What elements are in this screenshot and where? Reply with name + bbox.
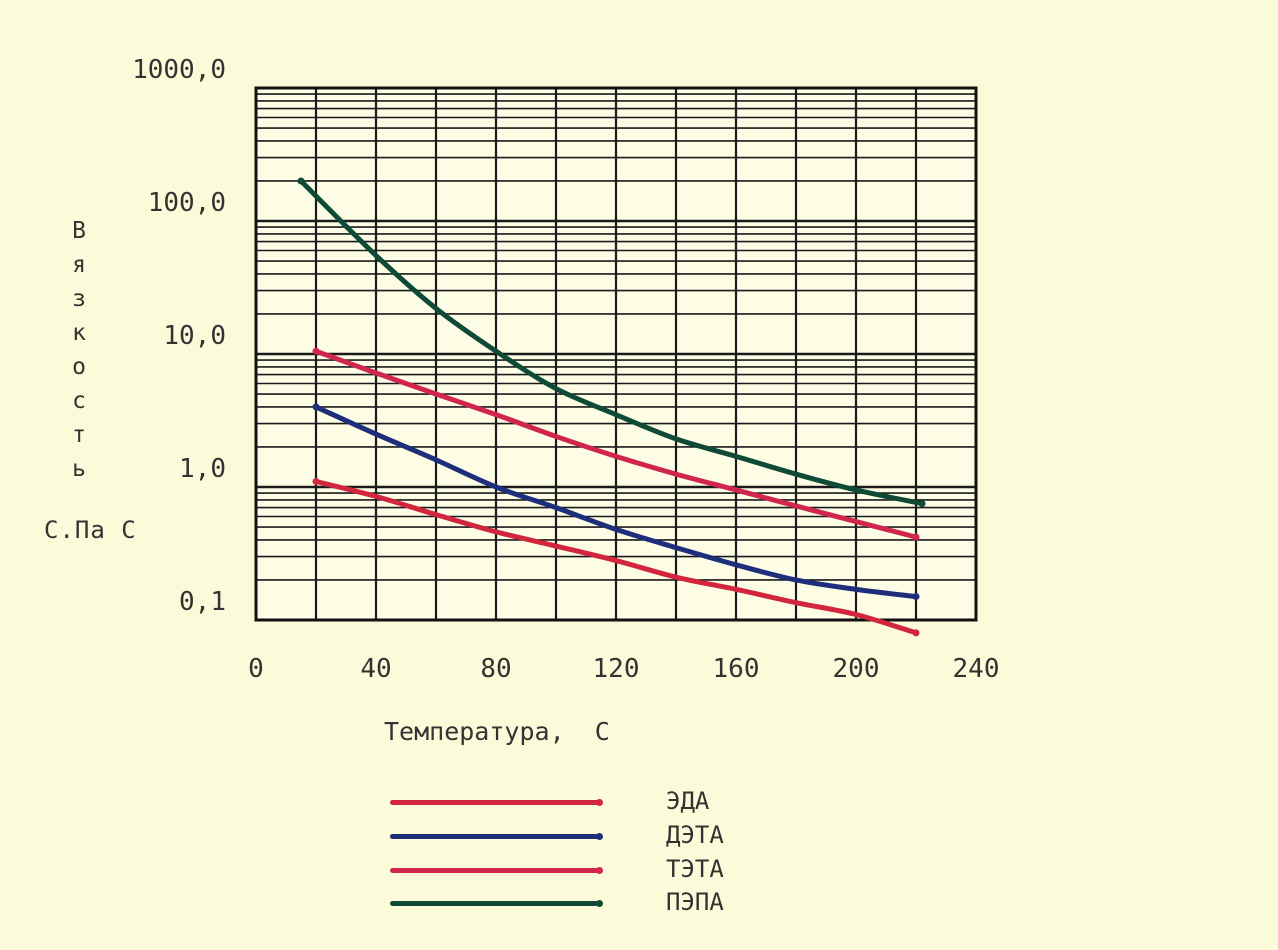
- x-tick-label: 0: [248, 654, 264, 684]
- y-label-letter: я: [72, 252, 86, 278]
- x-tick-label: 120: [593, 654, 640, 684]
- x-axis-label: Температура, С: [384, 717, 610, 746]
- legend-label: ДЭТА: [666, 821, 724, 849]
- legend-item: ТЭТА: [386, 855, 786, 885]
- legend-label: ПЭПА: [666, 888, 724, 916]
- series-line: [298, 178, 925, 507]
- series-end-point: [912, 533, 920, 541]
- series-line: [313, 348, 919, 540]
- y-label-letter: о: [72, 354, 86, 380]
- series-end-point: [912, 629, 920, 637]
- legend-label: ЭДА: [666, 787, 710, 815]
- legend-item: ДЭТА: [386, 821, 786, 851]
- y-label-letter: к: [72, 320, 86, 346]
- x-tick-label: 160: [713, 654, 760, 684]
- legend-swatch: [390, 799, 603, 806]
- series-end-point: [918, 500, 926, 508]
- series-start-point: [297, 177, 305, 185]
- y-tick-label: 1,0: [179, 454, 226, 484]
- legend-swatch: [390, 900, 603, 907]
- y-label-letter: з: [72, 286, 86, 312]
- legend-item: ПЭПА: [386, 888, 786, 918]
- y-label-letter: В: [72, 218, 86, 244]
- y-tick-label: 10,0: [163, 321, 226, 351]
- series-start-point: [312, 477, 320, 485]
- y-axis-unit: С.Па С: [44, 516, 137, 544]
- series-start-point: [312, 347, 320, 355]
- x-tick-label: 80: [480, 654, 511, 684]
- legend-swatch: [390, 867, 603, 874]
- series-end-point: [912, 593, 920, 601]
- legend-swatch: [390, 833, 603, 840]
- x-tick-label: 200: [833, 654, 880, 684]
- x-tick-label: 40: [360, 654, 391, 684]
- series-line: [313, 478, 919, 636]
- y-tick-label: 0,1: [179, 587, 226, 617]
- y-label-letter: с: [72, 388, 86, 414]
- series-line: [313, 404, 919, 600]
- y-tick-label: 100,0: [148, 188, 226, 218]
- y-tick-label: 1000,0: [132, 55, 226, 85]
- y-label-letter: т: [72, 422, 86, 448]
- x-tick-label: 240: [953, 654, 1000, 684]
- y-label-letter: ь: [72, 456, 86, 482]
- plot-frame: [254, 86, 978, 622]
- legend-item: ЭДА: [386, 787, 786, 817]
- legend-label: ТЭТА: [666, 855, 724, 883]
- series-start-point: [312, 403, 320, 411]
